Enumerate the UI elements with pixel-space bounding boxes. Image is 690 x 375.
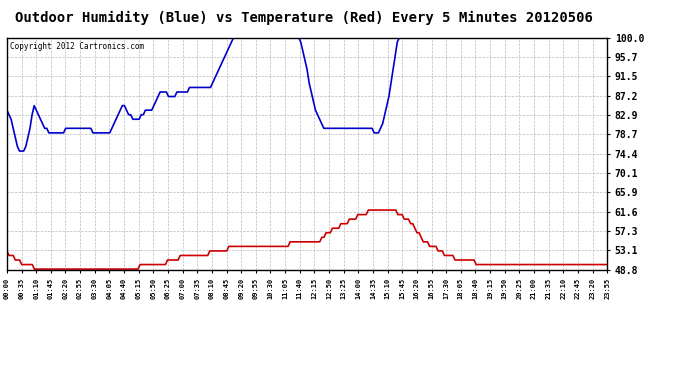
Text: Outdoor Humidity (Blue) vs Temperature (Red) Every 5 Minutes 20120506: Outdoor Humidity (Blue) vs Temperature (… (14, 11, 593, 26)
Text: Copyright 2012 Cartronics.com: Copyright 2012 Cartronics.com (10, 42, 144, 51)
